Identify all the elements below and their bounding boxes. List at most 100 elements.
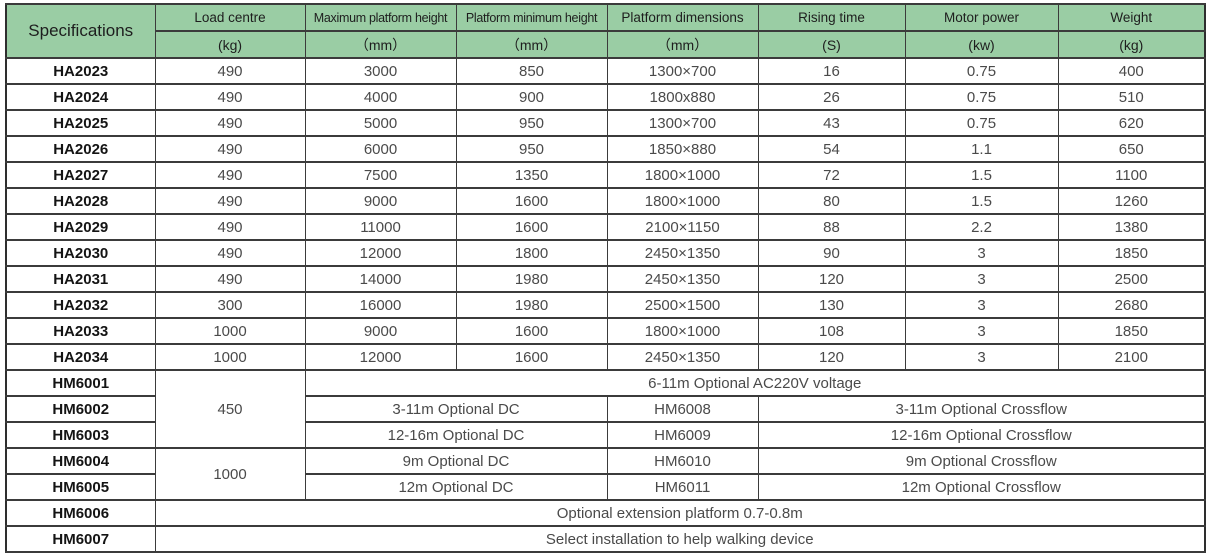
value-cell: 490 <box>154 161 306 189</box>
value-cell: 3 <box>904 317 1059 345</box>
value-cell: 6-11m Optional AC220V voltage <box>304 369 1206 397</box>
model-cell: HM6001 <box>5 369 156 397</box>
unit-max-platform-height: （mm） <box>304 30 457 59</box>
table-row: HA2028 490 9000 1600 1800×1000 80 1.5 1260 <box>5 187 1206 215</box>
value-cell: 1350 <box>455 161 608 189</box>
table-row: HA2025 490 5000 950 1300×700 43 0.75 620 <box>5 109 1206 137</box>
value-cell: 1850 <box>1057 317 1206 345</box>
table-row: HA2027 490 7500 1350 1800×1000 72 1.5 1100 <box>5 161 1206 189</box>
model-cell: HA2029 <box>5 213 156 241</box>
header-name-row: Specifications Load centre Maximum platf… <box>5 3 1206 59</box>
value-cell: 88 <box>757 213 906 241</box>
model-cell: HA2023 <box>5 57 156 85</box>
unit-min-platform-height: （mm） <box>455 30 608 59</box>
unit-weight: (kg) <box>1057 30 1206 59</box>
model-cell: HA2030 <box>5 239 156 267</box>
value-cell: 2680 <box>1057 291 1206 319</box>
value-cell: 11000 <box>304 213 457 241</box>
value-cell: Select installation to help walking devi… <box>154 525 1206 553</box>
value-cell: 1600 <box>455 317 608 345</box>
value-cell: 1.1 <box>904 135 1059 163</box>
value-cell: 1800×1000 <box>606 187 759 215</box>
column-header-min-platform-height: Platform minimum height <box>455 3 608 32</box>
value-cell: 2450×1350 <box>606 239 759 267</box>
value-cell: 2100×1150 <box>606 213 759 241</box>
value-cell: 1980 <box>455 291 608 319</box>
table-row: HM6003 12-16m Optional DC HM6009 12-16m Opt… <box>5 421 1206 449</box>
table-row: HA2023 490 3000 850 1300×700 16 0.75 400 <box>5 57 1206 85</box>
value-cell: 26 <box>757 83 906 111</box>
value-cell: 1800x880 <box>606 83 759 111</box>
value-cell: 1980 <box>455 265 608 293</box>
value-cell: 9000 <box>304 317 457 345</box>
value-cell: 6000 <box>304 135 457 163</box>
specifications-table: Specifications Load centre Maximum platf… <box>5 3 1206 553</box>
table-row: HA2024 490 4000 900 1800x880 26 0.75 510 <box>5 83 1206 111</box>
model-cell: HA2031 <box>5 265 156 293</box>
table-row: HA2034 1000 12000 1600 2450×1350 120 3 2100 <box>5 343 1206 371</box>
unit-motor-power: (kw) <box>904 30 1059 59</box>
value-cell: 900 <box>455 83 608 111</box>
value-cell: 0.75 <box>904 83 1059 111</box>
value-cell: 1380 <box>1057 213 1206 241</box>
value-cell: 120 <box>757 343 906 371</box>
value-cell: 3 <box>904 265 1059 293</box>
model-cell: HM6004 <box>5 447 156 475</box>
value-cell: 12000 <box>304 343 457 371</box>
value-cell: 90 <box>757 239 906 267</box>
table-row: HM6004 1000 9m Optional DC HM6010 9m Optiona… <box>5 447 1206 501</box>
value-cell: 14000 <box>304 265 457 293</box>
model-cell: HM6005 <box>5 473 156 501</box>
value-cell: 7500 <box>304 161 457 189</box>
value-cell: 3 <box>904 239 1059 267</box>
value-cell: 490 <box>154 213 306 241</box>
unit-platform-dimensions: （mm） <box>606 30 759 59</box>
value-cell: 1260 <box>1057 187 1206 215</box>
value-cell: 1.5 <box>904 187 1059 215</box>
value-cell: 2.2 <box>904 213 1059 241</box>
ha-series-rows: HA2023 490 3000 850 1300×700 16 0.75 400 HA2024 4… <box>5 57 1206 371</box>
value-cell: 490 <box>154 109 306 137</box>
model-cell: HA2027 <box>5 161 156 189</box>
model-cell: HM6003 <box>5 421 156 449</box>
column-header-weight: Weight <box>1057 3 1206 32</box>
table-row: HM6002 3-11m Optional DC HM6008 3-11m Optio… <box>5 395 1206 423</box>
value-cell: 2450×1350 <box>606 343 759 371</box>
value-cell: 490 <box>154 265 306 293</box>
value-cell: 620 <box>1057 109 1206 137</box>
value-cell: 1000 <box>154 343 306 371</box>
value-cell: 3-11m Optional Crossflow <box>757 395 1206 423</box>
column-header-max-platform-height: Maximum platform height <box>304 3 457 32</box>
value-cell: 490 <box>154 83 306 111</box>
value-cell: 300 <box>154 291 306 319</box>
model-cell: HM6006 <box>5 499 156 527</box>
value-cell: 490 <box>154 135 306 163</box>
value-cell: 950 <box>455 109 608 137</box>
value-cell: 108 <box>757 317 906 345</box>
value-cell: 1300×700 <box>606 109 759 137</box>
column-header-rising-time: Rising time <box>757 3 906 32</box>
value-cell: 9000 <box>304 187 457 215</box>
value-cell: 1.5 <box>904 161 1059 189</box>
hm-series-rows: HM6001 450 6-11m Optional AC220V voltage HM… <box>5 369 1206 553</box>
model-cell: HA2033 <box>5 317 156 345</box>
value-cell: 12000 <box>304 239 457 267</box>
value-cell: 12-16m Optional DC <box>304 421 608 449</box>
value-cell: 2500 <box>1057 265 1206 293</box>
model-cell: HM6002 <box>5 395 156 423</box>
value-cell: 3 <box>904 291 1059 319</box>
value-cell: 2100 <box>1057 343 1206 371</box>
unit-load-centre: (kg) <box>154 30 306 59</box>
value-cell: 2450×1350 <box>606 265 759 293</box>
value-cell: 490 <box>154 187 306 215</box>
table-row: HA2032 300 16000 1980 2500×1500 130 3 2680 <box>5 291 1206 319</box>
value-cell: HM6011 <box>606 473 759 501</box>
table-row: HM6006 Optional extension platform 0.7-0.… <box>5 499 1206 527</box>
model-cell: HA2025 <box>5 109 156 137</box>
value-cell: 3000 <box>304 57 457 85</box>
value-cell: 400 <box>1057 57 1206 85</box>
value-cell: 12m Optional Crossflow <box>757 473 1206 501</box>
table-row: HM6007 Select installation to help walkin… <box>5 525 1206 553</box>
value-cell: 450 <box>154 369 306 449</box>
value-cell: 0.75 <box>904 57 1059 85</box>
